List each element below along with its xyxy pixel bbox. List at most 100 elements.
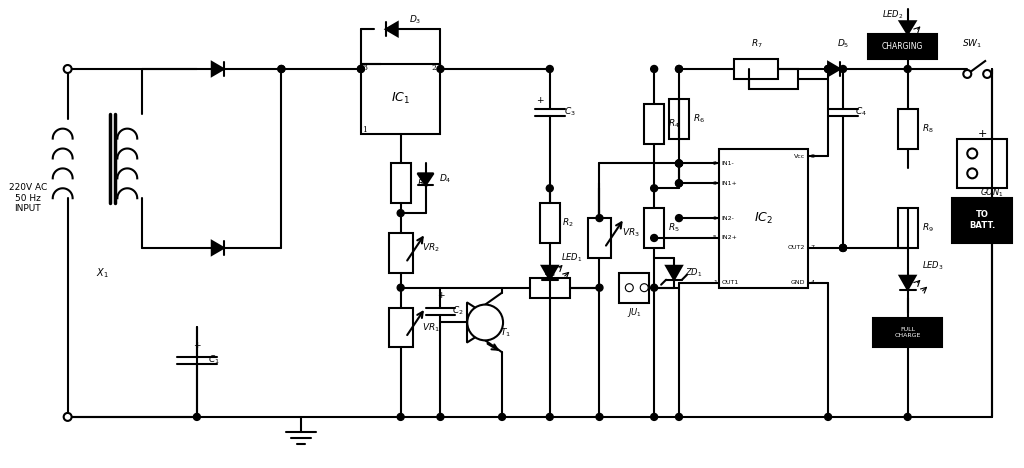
Bar — [644, 104, 665, 144]
Text: $R_5$: $R_5$ — [669, 222, 680, 234]
Bar — [749, 69, 799, 89]
Text: $IC_2$: $IC_2$ — [754, 211, 773, 226]
Text: $VR_3$: $VR_3$ — [623, 227, 640, 239]
Circle shape — [397, 210, 404, 217]
Text: 1: 1 — [713, 280, 717, 285]
Text: $D_4$: $D_4$ — [439, 172, 452, 184]
Text: +: + — [978, 129, 987, 139]
Bar — [529, 278, 569, 298]
Circle shape — [968, 148, 977, 159]
Text: $R_4$: $R_4$ — [668, 117, 680, 130]
Bar — [540, 203, 560, 243]
Circle shape — [676, 66, 682, 73]
Bar — [868, 34, 937, 59]
Circle shape — [546, 413, 553, 420]
Circle shape — [676, 160, 682, 167]
Text: $C_2$: $C_2$ — [453, 304, 464, 317]
Text: 1: 1 — [362, 125, 368, 134]
Circle shape — [63, 65, 72, 73]
Text: +: + — [537, 96, 544, 105]
Text: 3: 3 — [362, 64, 368, 72]
Circle shape — [840, 66, 847, 73]
Polygon shape — [212, 62, 223, 76]
Text: IN1-: IN1- — [722, 161, 734, 166]
Circle shape — [983, 70, 991, 78]
Circle shape — [650, 284, 657, 291]
Text: $JU_1$: $JU_1$ — [627, 306, 642, 319]
Text: 2: 2 — [713, 161, 717, 166]
Polygon shape — [900, 276, 915, 290]
Bar — [957, 139, 1007, 188]
Circle shape — [397, 284, 404, 291]
Circle shape — [840, 244, 847, 251]
Circle shape — [824, 413, 831, 420]
Circle shape — [676, 66, 682, 73]
Text: IN2-: IN2- — [722, 216, 734, 220]
Circle shape — [357, 66, 365, 73]
Circle shape — [437, 413, 444, 420]
Circle shape — [546, 66, 553, 73]
Text: GND: GND — [791, 280, 805, 285]
Bar — [952, 198, 1012, 243]
Polygon shape — [666, 266, 682, 280]
Text: $LED_1$: $LED_1$ — [561, 252, 583, 264]
Circle shape — [467, 305, 503, 340]
Text: CHARGING: CHARGING — [882, 42, 924, 51]
Circle shape — [676, 180, 682, 187]
Circle shape — [194, 413, 201, 420]
Text: 3: 3 — [713, 181, 717, 186]
Text: $T_1$: $T_1$ — [500, 326, 511, 339]
Circle shape — [840, 244, 847, 251]
Bar — [620, 273, 649, 303]
Text: $R_3$: $R_3$ — [544, 266, 556, 279]
Text: $R_2$: $R_2$ — [562, 217, 573, 229]
Circle shape — [904, 413, 911, 420]
Text: $R_6$: $R_6$ — [693, 112, 705, 125]
Text: 4: 4 — [810, 280, 814, 285]
Text: $VR_1$: $VR_1$ — [422, 321, 439, 334]
Text: 8: 8 — [810, 154, 814, 159]
Text: IN1+: IN1+ — [722, 181, 737, 186]
Text: +: + — [436, 291, 444, 300]
Circle shape — [840, 244, 847, 251]
Circle shape — [824, 66, 831, 73]
Circle shape — [676, 215, 682, 221]
Circle shape — [546, 185, 553, 192]
Circle shape — [676, 160, 682, 167]
Text: $R_9$: $R_9$ — [922, 222, 934, 234]
Text: $SW_1$: $SW_1$ — [963, 38, 982, 51]
Text: $D_5$: $D_5$ — [837, 38, 849, 51]
Circle shape — [278, 66, 285, 73]
Circle shape — [964, 70, 971, 78]
Bar — [669, 99, 689, 139]
Circle shape — [904, 66, 911, 73]
Circle shape — [824, 66, 831, 73]
Text: $R_1$: $R_1$ — [417, 177, 428, 190]
Circle shape — [650, 185, 657, 192]
Text: $C_3$: $C_3$ — [564, 105, 575, 118]
Circle shape — [824, 66, 831, 73]
Bar — [389, 307, 413, 347]
Bar — [872, 317, 942, 347]
Text: OUT1: OUT1 — [722, 280, 739, 285]
Circle shape — [650, 234, 657, 241]
Bar — [733, 59, 778, 79]
Circle shape — [676, 413, 682, 420]
Polygon shape — [900, 21, 915, 34]
Text: $VR_2$: $VR_2$ — [422, 241, 439, 254]
Text: Vcc: Vcc — [794, 154, 805, 159]
Text: $IC_1$: $IC_1$ — [391, 91, 411, 106]
Text: $CON_1$: $CON_1$ — [980, 187, 1005, 199]
Text: $ZD_1$: $ZD_1$ — [685, 266, 702, 279]
Bar — [360, 64, 440, 133]
Circle shape — [397, 413, 404, 420]
Polygon shape — [542, 266, 558, 280]
Circle shape — [968, 168, 977, 178]
Circle shape — [278, 66, 285, 73]
Text: $R_7$: $R_7$ — [751, 38, 763, 51]
Polygon shape — [386, 22, 397, 36]
Circle shape — [596, 413, 603, 420]
Bar — [588, 218, 611, 258]
Circle shape — [676, 160, 682, 167]
Text: TO
BATT.: TO BATT. — [969, 211, 995, 230]
